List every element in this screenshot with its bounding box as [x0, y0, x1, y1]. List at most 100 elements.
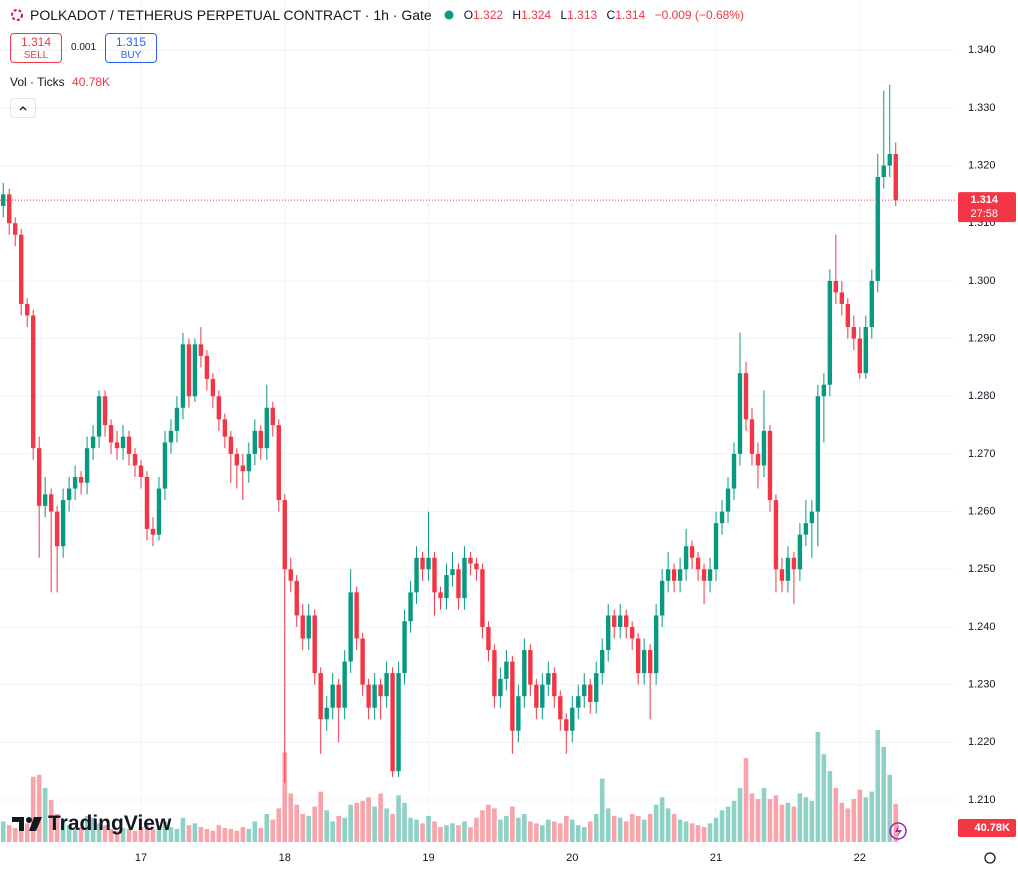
volume-bar: [18, 830, 24, 842]
volume-bar: [330, 821, 335, 842]
candle-body: [84, 448, 90, 483]
volume-bar: [66, 825, 72, 842]
volume-bar: [198, 827, 204, 842]
candle-body: [300, 615, 305, 639]
candle-body: [677, 569, 683, 581]
candle-body: [486, 626, 491, 651]
volume-bar: [0, 821, 6, 842]
volume-bar: [827, 771, 833, 842]
volume-bar: [90, 817, 96, 842]
candle-body: [144, 477, 150, 529]
candle-body: [522, 650, 527, 697]
collapse-button[interactable]: [10, 98, 36, 118]
volume-bar: [162, 821, 168, 842]
candle-body: [138, 465, 144, 478]
buy-button[interactable]: 1.315 BUY: [105, 33, 157, 63]
y-tick-label: 1.260: [968, 506, 996, 518]
volume-bar: [552, 821, 557, 842]
volume-bar: [875, 730, 881, 842]
volume-bar: [659, 797, 665, 842]
candle-body: [246, 453, 252, 472]
volume-bar: [72, 828, 78, 842]
buy-label: BUY: [120, 50, 142, 61]
volume-bar: [773, 795, 779, 842]
volume-bar: [510, 806, 515, 842]
volume-bar: [504, 815, 509, 842]
volume-bar: [336, 815, 341, 842]
volume-bar: [366, 797, 371, 842]
volume-bar: [102, 825, 108, 842]
volume-bar: [653, 804, 659, 842]
candle-body: [797, 534, 803, 570]
candle-body: [198, 344, 204, 356]
y-tick-label: 1.300: [968, 275, 996, 287]
volume-bar: [150, 828, 156, 842]
candle-body: [653, 615, 659, 674]
volume-bar: [408, 817, 413, 842]
candle-body: [540, 684, 545, 708]
volume-bar: [324, 810, 329, 842]
volume-bar: [264, 814, 270, 842]
y-tick-label: 1.240: [968, 621, 996, 633]
candle-body: [234, 453, 240, 466]
candle-body: [534, 684, 539, 708]
logo-text: TradingView: [48, 812, 172, 835]
volume-bar: [426, 815, 431, 842]
candle-body: [90, 436, 96, 449]
candle-body: [282, 500, 287, 570]
y-tick-label: 1.340: [968, 44, 996, 56]
logo-icon: [12, 817, 42, 831]
candle-body: [336, 684, 341, 708]
volume-bar: [420, 823, 425, 842]
x-tick-label: 19: [422, 852, 434, 864]
volume-bar: [611, 815, 617, 842]
chevron: [19, 106, 27, 111]
volume-bar: [252, 821, 258, 842]
y-tick-label: 1.230: [968, 679, 996, 691]
candle-body: [150, 528, 156, 535]
volume-bar: [743, 758, 749, 842]
volume-bar: [785, 802, 791, 842]
candle-body: [186, 344, 192, 397]
volume-bar: [617, 817, 623, 842]
volume-bar: [569, 819, 575, 842]
candle-body: [96, 396, 102, 437]
candle-body: [30, 315, 36, 449]
volume-bar: [474, 817, 479, 842]
candle-body: [168, 430, 174, 443]
volume-bar: [641, 819, 647, 842]
ohlc-key: L: [560, 8, 568, 22]
candle-body: [192, 344, 198, 397]
spread: 0.001: [71, 42, 97, 53]
candle-body: [731, 453, 737, 489]
candle-body: [174, 407, 180, 431]
volume-bar: [635, 815, 641, 842]
chart-title: POLKADOT / TETHERUS PERPETUAL CONTRACT ·…: [30, 7, 432, 23]
candle-body: [641, 650, 647, 674]
candle-body: [671, 569, 677, 581]
volume-bar: [210, 830, 216, 842]
volume-bar: [815, 731, 821, 842]
candle-body: [612, 615, 617, 627]
volume-bar: [132, 830, 138, 842]
volume-bar: [276, 808, 282, 842]
sell-button[interactable]: 1.314 SELL: [10, 33, 62, 63]
status-dot: [444, 10, 454, 20]
candle-body: [845, 303, 851, 328]
candle-body: [216, 396, 222, 420]
volume-bar: [174, 828, 180, 842]
candle-body: [270, 407, 275, 426]
volume-bar: [857, 789, 863, 842]
volume-bar: [60, 818, 66, 842]
volume-bar: [348, 804, 353, 842]
candle-body: [480, 569, 485, 627]
candle-body: [360, 638, 365, 685]
volume-bar: [863, 797, 869, 842]
volume-bar: [306, 815, 312, 842]
candle-body: [851, 327, 857, 339]
volume-bar: [120, 828, 126, 842]
candle-body: [13, 223, 18, 235]
volume-bar: [809, 800, 815, 842]
ohlc-value: 1.322: [473, 8, 504, 22]
volume-bar: [24, 823, 30, 842]
